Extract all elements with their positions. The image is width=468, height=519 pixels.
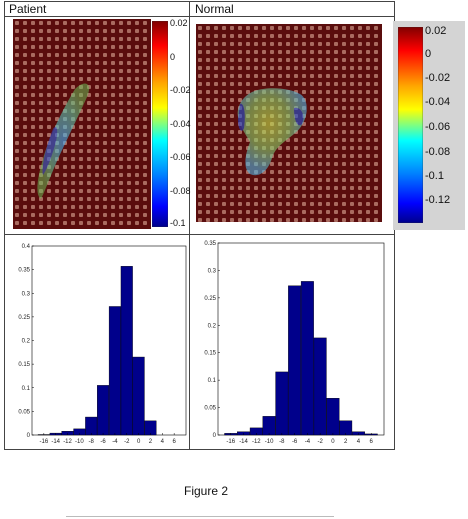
patient-hist-xtick-label-10: 4 [161, 439, 165, 445]
normal-hist-xtick-label-2: -12 [252, 439, 261, 445]
normal-cbar-tick-7: -0.12 [425, 194, 451, 206]
normal-cbar-tick-2: -0.02 [425, 72, 451, 84]
normal-hist-xtick-label-3: -10 [265, 439, 274, 445]
patient-hist-bar-7 [120, 266, 133, 436]
normal-hist-xtick-label-5: -6 [292, 439, 298, 445]
patient-cbar-tick-1: 0 [170, 52, 176, 62]
patient-hist-bar-6 [108, 306, 121, 436]
normal-hist-xtick-label-4: -8 [279, 439, 285, 445]
patient-histogram: -16 -14 -12 -10 -8 -6 -4 -2 0 2 4 6 0 0.05 0.1 0.15 0.2 0… [18, 244, 187, 445]
patient-cbar-tick-4: -0.06 [170, 152, 191, 162]
normal-hist-ytick-label-3: 0.15 [204, 351, 216, 357]
normal-histogram: -16 -14 -12 -10 -8 -6 -4 -2 0 2 4 6 0 0.05 0.1 0.15 0.2 0… [204, 241, 385, 445]
patient-hist-xtick-label-3: -10 [75, 439, 84, 445]
patient-hist-ytick-label-2: 0.1 [22, 386, 31, 392]
patient-hist-ytick-label-0: 0 [27, 433, 31, 439]
normal-hist-bar-5 [288, 285, 302, 436]
patient-cbar-tick-3: -0.04 [170, 119, 191, 129]
figure-caption: Figure 2 [183, 484, 229, 498]
patient-cbar-tick-0: 0.02 [170, 18, 188, 28]
patient-hist-xtick-label-4: -8 [89, 439, 95, 445]
normal-hist-ytick-label-0: 0 [213, 433, 217, 439]
caption-rule [66, 516, 334, 517]
normal-hist-ytick-label-1: 0.05 [204, 406, 216, 412]
normal-hist-bar-6 [300, 281, 314, 436]
patient-hist-bar-5 [97, 385, 110, 436]
normal-hist-xtick-label-0: -16 [226, 439, 235, 445]
patient-hist-ytick-label-1: 0.05 [18, 409, 30, 415]
patient-hist-ytick-label-8: 0.4 [22, 244, 31, 250]
normal-hist-ytick-label-4: 0.2 [208, 323, 217, 329]
patient-hist-xtick-label-2: -12 [63, 439, 72, 445]
normal-cbar-tick-1: 0 [425, 48, 432, 60]
normal-hist-bar-9 [339, 420, 353, 436]
patient-hist-bar-4 [85, 416, 98, 436]
normal-hist-xtick-label-7: -2 [317, 439, 323, 445]
patient-cbar-tick-6: -0.1 [170, 218, 186, 228]
normal-hist-ytick-label-2: 0.1 [208, 378, 217, 384]
patient-hist-bar-9 [144, 420, 157, 436]
patient-hist-ytick-label-3: 0.15 [18, 362, 30, 368]
patient-cbar-tick-5: -0.08 [170, 186, 191, 196]
normal-hist-ytick-label-5: 0.25 [204, 296, 216, 302]
normal-cbar-tick-0: 0.02 [425, 25, 447, 37]
patient-hist-xtick-label-1: -14 [51, 439, 60, 445]
normal-colorbar [398, 27, 423, 223]
patient-hist-ytick-label-6: 0.3 [22, 291, 31, 297]
patient-hist-ytick-label-5: 0.25 [18, 315, 30, 321]
normal-hist-xtick-label-6: -4 [305, 439, 311, 445]
normal-heatmap-image [196, 24, 382, 222]
patient-hist-xtick-label-5: -6 [100, 439, 106, 445]
normal-hist-ytick-label-6: 0.3 [208, 268, 217, 274]
normal-hist-xtick-label-10: 4 [357, 439, 361, 445]
patient-cbar-tick-2: -0.02 [170, 85, 191, 95]
patient-hist-xtick-label-6: -4 [112, 439, 118, 445]
patient-hist-ytick-label-4: 0.2 [22, 339, 31, 345]
patient-hist-xtick-label-0: -16 [40, 439, 49, 445]
patient-heatmap-image [13, 19, 151, 229]
normal-label: Normal [195, 2, 234, 16]
normal-hist-bar-3 [262, 416, 276, 436]
normal-hist-xtick-label-8: 0 [331, 439, 335, 445]
patient-hist-xtick-label-8: 0 [137, 439, 141, 445]
normal-hist-bar-7 [313, 337, 327, 436]
normal-hist-bar-4 [275, 371, 289, 436]
frame-horizontal-divider [4, 234, 395, 235]
normal-cbar-tick-4: -0.06 [425, 121, 451, 133]
normal-hist-xtick-label-9: 2 [344, 439, 348, 445]
normal-cbar-tick-3: -0.04 [425, 96, 451, 108]
normal-hist-ytick-label-7: 0.35 [204, 241, 216, 247]
patient-hist-xtick-label-11: 6 [172, 439, 176, 445]
patient-hist-xtick-label-7: -2 [124, 439, 130, 445]
patient-colorbar [152, 21, 168, 227]
patient-hist-xtick-label-9: 2 [149, 439, 153, 445]
patient-label: Patient [9, 2, 47, 16]
normal-hist-xtick-label-11: 6 [370, 439, 374, 445]
frame-vertical-divider [189, 1, 190, 450]
normal-cbar-tick-6: -0.1 [425, 170, 444, 182]
frame-top-label-rule [4, 16, 395, 17]
normal-hist-xtick-label-1: -14 [239, 439, 248, 445]
patient-hist-bar-8 [132, 356, 145, 436]
normal-hist-bar-8 [326, 398, 340, 436]
normal-cbar-tick-5: -0.08 [425, 146, 451, 158]
patient-hist-ytick-label-7: 0.35 [18, 268, 30, 274]
